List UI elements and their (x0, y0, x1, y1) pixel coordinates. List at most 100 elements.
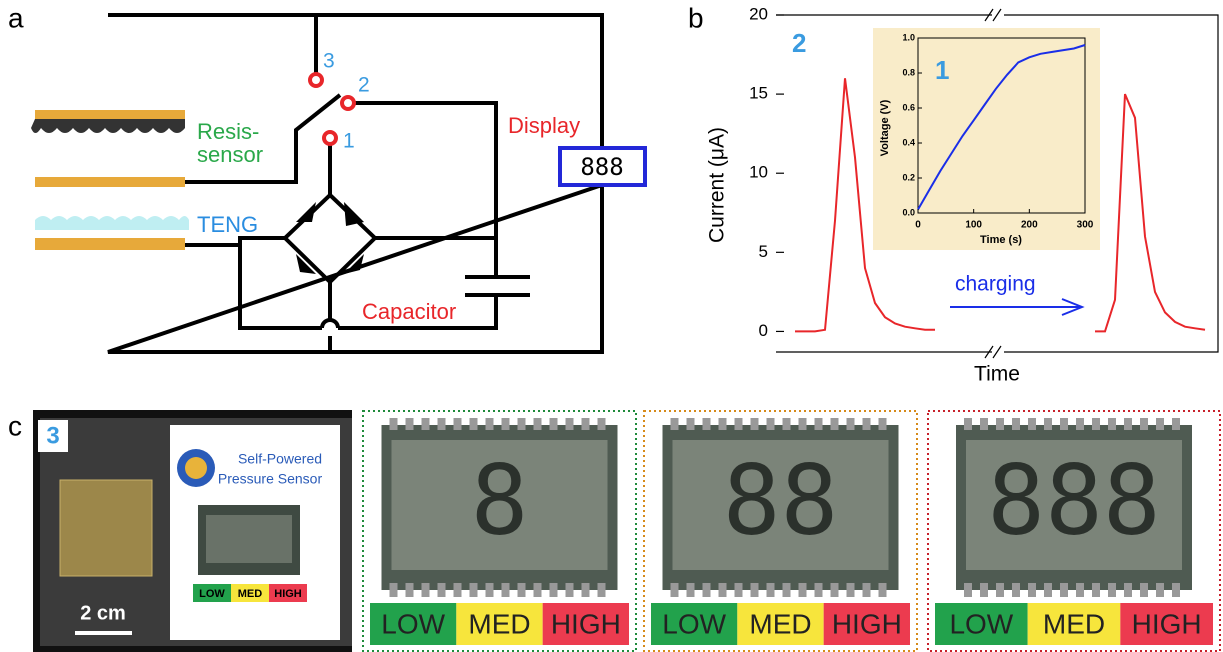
level-label: MED (1043, 608, 1105, 639)
pin (1012, 583, 1020, 597)
pin (1028, 583, 1036, 597)
pin (719, 418, 727, 430)
pin (566, 583, 574, 597)
pin (1124, 583, 1132, 597)
level-label: HIGH (274, 588, 302, 600)
switch-label: 1 (343, 130, 355, 153)
capacitor (465, 277, 530, 295)
pin (687, 418, 695, 430)
device (60, 480, 152, 576)
card-title: Pressure Sensor (218, 471, 323, 487)
y-tick-label: 5 (759, 242, 768, 261)
y-tick-label: 15 (749, 84, 768, 103)
pin (518, 583, 526, 597)
pin (671, 418, 679, 430)
pin (1092, 418, 1100, 430)
level-label: HIGH (1132, 608, 1202, 639)
y-tick-label: 0.8 (902, 67, 915, 77)
inset-x-label: Time (s) (980, 234, 1022, 246)
x-tick-label: 100 (965, 220, 982, 231)
y-tick-label: 0.2 (902, 172, 915, 182)
panel-label: b (688, 2, 704, 33)
pin (863, 583, 871, 597)
pin (1140, 583, 1148, 597)
sensor-film (31, 119, 185, 133)
bridge (285, 195, 375, 282)
pin (390, 583, 398, 597)
pin (1044, 418, 1052, 430)
pin (1140, 418, 1148, 430)
pin (486, 583, 494, 597)
pin (879, 583, 887, 597)
y-tick-label: 0 (759, 321, 768, 340)
level-label: HIGH (832, 608, 902, 639)
pin (879, 418, 887, 430)
pin (1172, 583, 1180, 597)
pin (996, 583, 1004, 597)
pin (964, 583, 972, 597)
pin (550, 418, 558, 430)
pin (502, 583, 510, 597)
pin (502, 418, 510, 430)
pin (1076, 418, 1084, 430)
pin (1156, 418, 1164, 430)
pin (767, 418, 775, 430)
y-tick-label: 0.4 (902, 137, 915, 147)
y-axis-label: Current (μA) (706, 127, 729, 243)
pin (550, 583, 558, 597)
pin (1044, 583, 1052, 597)
level-label: LOW (199, 588, 225, 600)
pin (486, 418, 494, 430)
x-tick-label: 0 (915, 220, 921, 231)
y-tick-label: 0.6 (902, 102, 915, 112)
pin (534, 418, 542, 430)
level-label: LOW (949, 608, 1013, 639)
inset-y-label: Voltage (V) (879, 99, 891, 156)
wire-hop (322, 320, 338, 328)
electrode (35, 238, 185, 250)
pin (831, 418, 839, 430)
pin (422, 418, 430, 430)
y-tick-label: 20 (749, 4, 768, 23)
pin (783, 418, 791, 430)
diodes (296, 202, 364, 274)
pin (406, 583, 414, 597)
pin (964, 418, 972, 430)
level-label: LOW (381, 608, 445, 639)
pin (582, 583, 590, 597)
logo (185, 457, 207, 479)
pin (438, 583, 446, 597)
display-label: Display (508, 113, 580, 138)
level-label: MED (468, 608, 530, 639)
pin (1172, 418, 1180, 430)
pin (735, 418, 743, 430)
x-axis-label: Time (974, 363, 1020, 386)
pin (751, 583, 759, 597)
lcd-digits: 8 (471, 444, 529, 556)
card-title: Self-Powered (238, 451, 322, 467)
annotation: 2 (792, 28, 806, 58)
pin (438, 418, 446, 430)
y-tick-label: 0.0 (902, 207, 915, 217)
pin (767, 583, 775, 597)
pin (1092, 583, 1100, 597)
switch-label: 2 (358, 74, 370, 97)
scale-label: 2 cm (80, 602, 126, 624)
pin (390, 418, 398, 430)
display-digits: 888 (580, 153, 623, 181)
sensor-label: Resis- (197, 119, 259, 144)
switch-label: 3 (323, 50, 335, 73)
pin (799, 583, 807, 597)
pin (566, 418, 574, 430)
pin (751, 418, 759, 430)
level-label: MED (238, 588, 263, 600)
teng-label: TENG (197, 212, 258, 237)
pin (735, 583, 743, 597)
pin (687, 583, 695, 597)
mini-display (206, 515, 292, 563)
pin (1108, 583, 1116, 597)
pin (470, 583, 478, 597)
pin (406, 418, 414, 430)
y-tick-label: 1.0 (902, 32, 915, 42)
pin (863, 418, 871, 430)
